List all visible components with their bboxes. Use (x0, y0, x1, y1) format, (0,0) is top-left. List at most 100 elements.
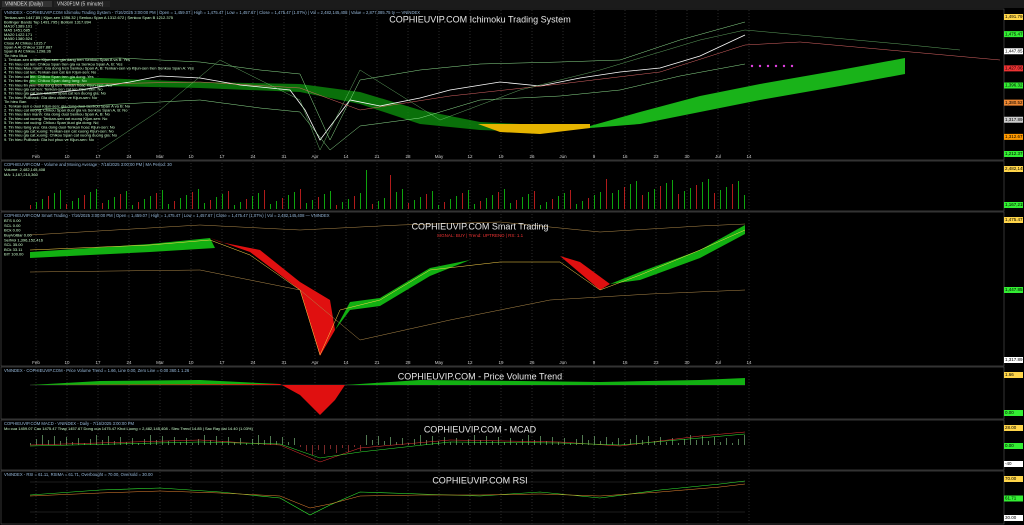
date-label: 31 (281, 154, 287, 159)
price-label: 1,380.52 (1005, 100, 1023, 105)
panel-note: 6. Tin hieu tin yeu: Chikou Span dang ta… (4, 78, 87, 83)
date-label: Mar (156, 360, 164, 365)
macd-bar (48, 440, 49, 445)
date-label: 23 (653, 360, 659, 365)
volume-bar (702, 182, 703, 209)
macd-bar (396, 442, 397, 445)
date-label: 23 (653, 154, 659, 159)
date-label: 9 (593, 360, 596, 365)
panel-note: SCL 35.00 (4, 242, 24, 247)
macd-bar (570, 443, 571, 445)
volume-bar (330, 191, 331, 209)
volume-bar (726, 187, 727, 209)
date-label: 31 (281, 360, 287, 365)
macd-bar (462, 443, 463, 445)
price-label: 1,317.89 (1005, 357, 1023, 362)
panel-note: MA5 1451.685 (4, 28, 31, 33)
macd-bar (438, 441, 439, 445)
macd-bar (366, 435, 367, 445)
date-label: 12 (467, 360, 473, 365)
price-label-box (1004, 166, 1023, 172)
volume-bar (336, 205, 337, 209)
volume-bar (42, 199, 43, 209)
volume-bar (732, 184, 733, 209)
volume-bar (342, 202, 343, 209)
volume-bar (252, 196, 253, 209)
kumo-cloud-bear (478, 124, 590, 134)
volume-bar (192, 192, 193, 209)
price-label-box (1004, 495, 1023, 502)
price-label-box (1004, 410, 1023, 416)
macd-bar (720, 442, 721, 445)
macd-bar (696, 440, 697, 445)
panel-title: COPHIEUVIP.COM RSI (432, 475, 527, 485)
volume-bar (282, 198, 283, 209)
macd-bar (714, 437, 715, 445)
date-label: 17 (219, 360, 225, 365)
volume-bar (366, 170, 367, 209)
macd-bar (180, 442, 181, 445)
volume-bar (450, 199, 451, 209)
panel-note: BCk 0.00 (4, 228, 21, 233)
panel-frame (0, 366, 1005, 420)
volume-bar (426, 194, 427, 209)
panel-header: COPHIEUVIP.COM Smart Trading - 7/16/2025… (4, 213, 330, 218)
date-label: 17 (219, 154, 225, 159)
volume-bar (624, 187, 625, 209)
volume-bar (468, 190, 469, 209)
macd-bar (96, 435, 97, 445)
panel-note: 6. Tin hieu tang yeu: Gia dong duoi Tenk… (4, 124, 116, 129)
panel-header: VNINDEX - RSI = 61.11, RSIMA = 61.71, Ov… (4, 472, 153, 477)
macd-bar (330, 445, 331, 449)
volume-bar (114, 197, 115, 209)
bollinger-bottom (29, 63, 746, 151)
pvt-area-up (30, 380, 280, 385)
panel-note: 7. Tin hieu gia cat xuong: Tenkan-sen ca… (4, 128, 115, 133)
volume-bar (378, 201, 379, 209)
macd-bar (522, 439, 523, 445)
macd-bar (348, 445, 349, 452)
volume-bar (486, 198, 487, 209)
panel-frame (0, 160, 1005, 212)
date-label: Jun (559, 360, 567, 365)
panel-note: Close At Chikou 1315.7 (4, 40, 47, 45)
volume-bar (372, 204, 373, 209)
volume-bar (570, 190, 571, 209)
price-label-box (1004, 515, 1023, 521)
macd-bar (354, 445, 355, 447)
macd-bar (318, 445, 319, 450)
panel-note: 9. Tin hieu Pullback: Gia dieu chinh ve … (4, 95, 98, 100)
price-label: 1,475.47 (1005, 31, 1023, 36)
volume-bar (546, 202, 547, 209)
tab[interactable] (54, 1, 110, 7)
volume-bar (324, 194, 325, 209)
macd-bar (300, 445, 301, 447)
volume-bar (300, 189, 301, 209)
tab[interactable] (2, 1, 52, 7)
macd-bar (306, 445, 307, 451)
volume-bar (462, 193, 463, 209)
kijun-line (29, 41, 1001, 111)
price-label-box (1004, 65, 1023, 72)
panel-note: 3. Tin hieu Mua manh: Gia dong tren Senk… (4, 65, 194, 70)
panel-note: Volume: 2,482,145,408 (4, 167, 46, 172)
macd-bar (588, 440, 589, 445)
tab-label[interactable]: VNINDEX (Daily) (5, 1, 43, 7)
panel-note: SellVol 1,396,152,416 (4, 237, 44, 242)
macd-bar (552, 437, 553, 445)
macd-bar (558, 442, 559, 445)
macd-bar (120, 437, 121, 445)
volume-bar (36, 202, 37, 209)
date-label: 14 (343, 360, 349, 365)
price-label-box (1004, 133, 1023, 140)
panel-note: Mo cua 1459.07 Cao 1475.47 Thap 1457.67 … (4, 426, 253, 431)
date-label: 12 (467, 154, 473, 159)
chikou-line (99, 29, 961, 151)
macd-bar (102, 440, 103, 445)
macd-bar (654, 441, 655, 445)
tab-label[interactable]: VN30F1M (5 minute) (57, 1, 104, 7)
price-label-box (1004, 14, 1023, 20)
panel-title: COPHIEUVIP.COM Smart Trading (412, 221, 549, 231)
